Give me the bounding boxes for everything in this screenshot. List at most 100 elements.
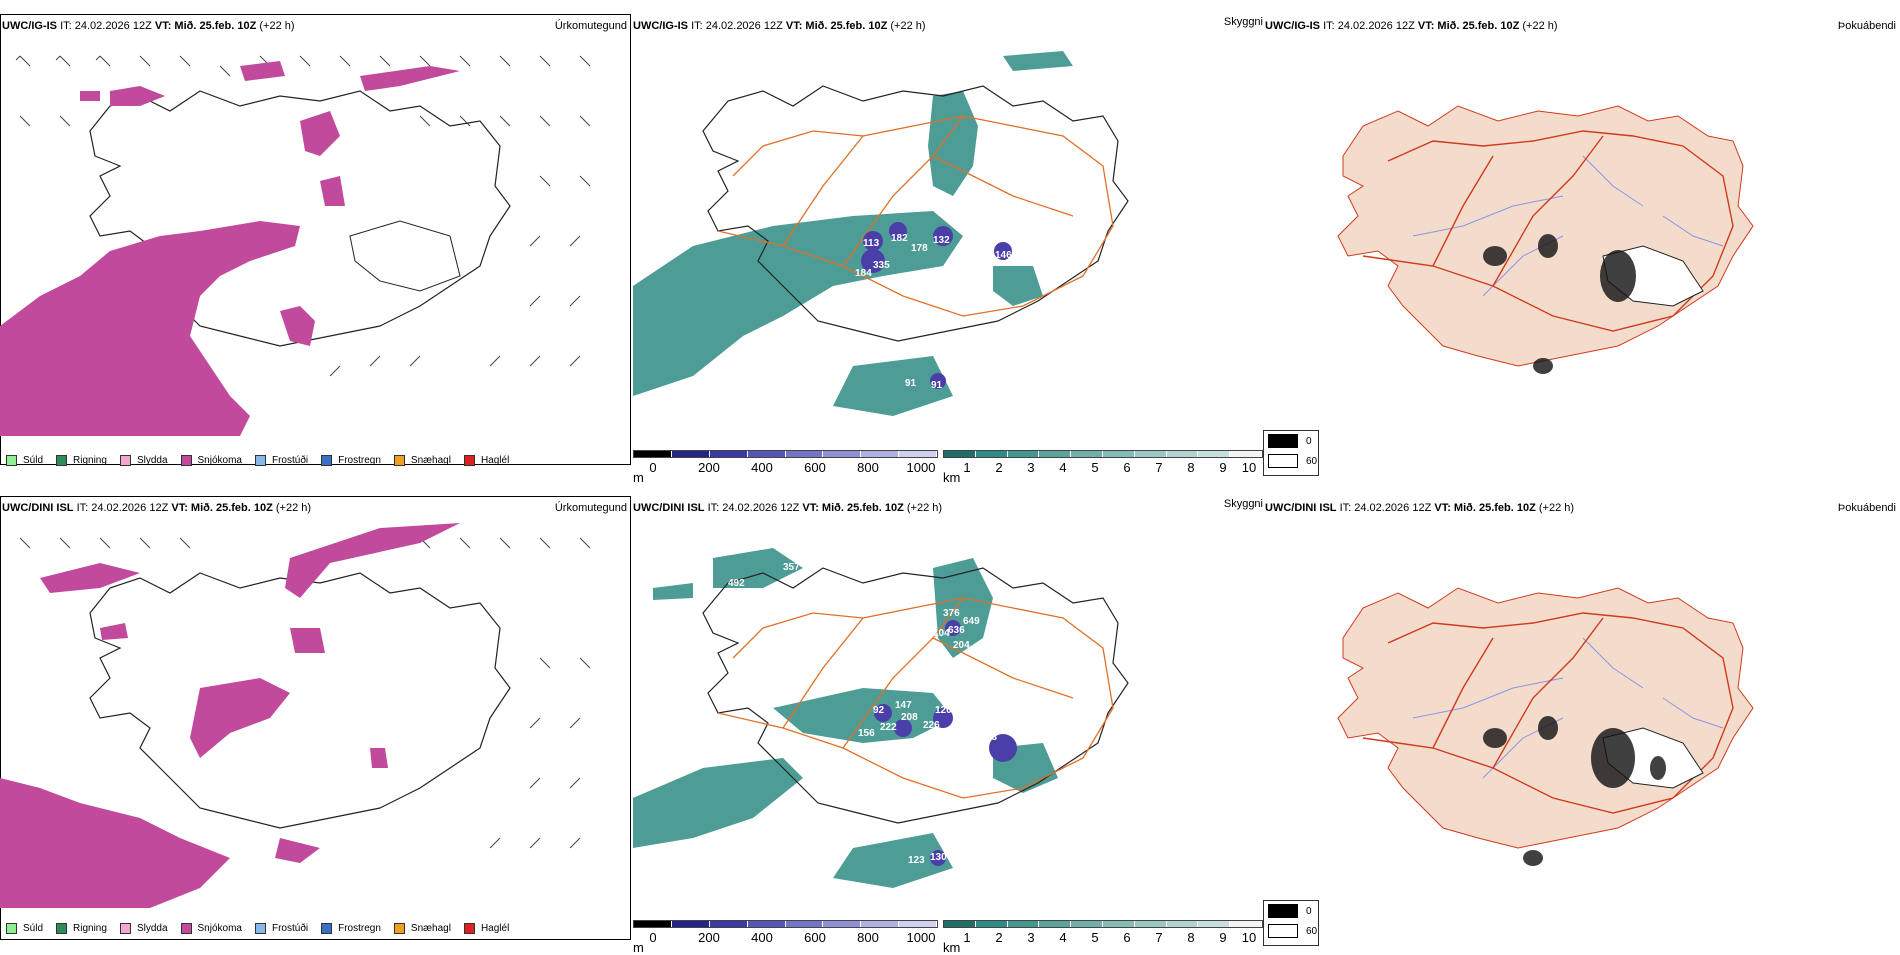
legend-swatch: [180, 923, 192, 934]
height-label: 156: [858, 728, 875, 739]
fog-areas: [1483, 234, 1636, 374]
height-label: 104: [933, 628, 950, 639]
height-label: 376: [943, 608, 960, 619]
low-visibility-areas: [633, 51, 1073, 416]
init-time: IT: 24.02.2026 12Z: [691, 20, 783, 32]
legend-item-rigning: Rigning: [56, 455, 107, 466]
height-label: 357: [783, 562, 800, 573]
legend-swatch: [321, 923, 333, 934]
panel-frame: [0, 14, 631, 465]
panel-title: Þokuábendi: [1837, 502, 1896, 514]
legend-swatch: [321, 455, 333, 466]
legend-item-snjokoma: Snjókoma: [180, 455, 242, 466]
height-label: 147: [895, 700, 912, 711]
panel-title: Skyggni: [1223, 16, 1263, 28]
legend-item-snjokoma: Snjókoma: [180, 923, 242, 934]
legend-item-snaehagl: Snæhagl: [393, 455, 451, 466]
panel-title: Þokuábendi: [1837, 20, 1896, 32]
height-label: 38: [978, 708, 990, 719]
height-label: 492: [728, 578, 745, 589]
panel-header: UWC/DINI ISL IT: 24.02.2026 12Z VT: Mið.…: [633, 502, 942, 514]
legend-item-frostregn: Frostregn: [321, 923, 381, 934]
height-label: 114: [995, 718, 1012, 729]
init-time: IT: 24.02.2026 12Z: [60, 20, 152, 32]
legend-swatch: [6, 455, 17, 466]
rivers: [1412, 155, 1724, 297]
height-label: 120: [935, 705, 952, 716]
panel-frame: [0, 496, 631, 940]
init-time: IT: 24.02.2026 12Z: [1339, 502, 1432, 514]
lead-time: (+22 h): [275, 502, 312, 514]
panel-header: UWC/IG-IS IT: 24.02.2026 12Z VT: Mið. 25…: [1265, 20, 1558, 32]
fog-index-panel: UWC/IG-IS IT: 24.02.2026 12Z VT: Mið. 25…: [1263, 10, 1900, 480]
height-scale: m 0 200 400 600 800 1000: [633, 450, 938, 485]
fog-map: [1337, 105, 1754, 374]
lead-time: (+22 h): [1522, 20, 1558, 32]
wind-barbs: [15, 55, 591, 377]
legend-item-snaehagl: Snæhagl: [393, 923, 451, 934]
height-label: 263: [963, 233, 980, 244]
init-time: IT: 24.02.2026 12Z: [707, 502, 800, 514]
glacier-outline: [349, 220, 461, 292]
model-name: UWC/DINI ISL: [1265, 502, 1337, 514]
legend-swatch: [393, 455, 405, 466]
legend-item-frostudi: Frostúði: [254, 455, 308, 466]
visibility-scale: km 1 2 3 4 5 6 7 8 9 10: [943, 920, 1263, 955]
model-name: UWC/DINI ISL: [2, 502, 74, 514]
valid-time: VT: Mið. 25.feb. 10Z: [1417, 20, 1520, 32]
legend-swatch: [1268, 924, 1298, 938]
panel-title: Úrkomutegund: [554, 20, 627, 32]
model-name: UWC/IG-IS: [633, 20, 688, 32]
legend-item-haglel: Haglél: [463, 923, 509, 934]
visibility-map: 507 113 182 178 335 184 132 263 146 91 9…: [633, 51, 1129, 416]
fog-legend: 0 60: [1263, 900, 1319, 946]
valid-time: VT: Mið. 25.feb. 10Z: [802, 502, 904, 514]
height-label: 123: [908, 855, 925, 866]
wind-barbs: [19, 537, 591, 849]
legend-item-slydda: Slydda: [119, 923, 168, 934]
precip-type-panel: UWC/IG-IS IT: 24.02.2026 12Z VT: Mið. 25…: [0, 10, 633, 480]
legend-swatch: [254, 455, 266, 466]
precip-legend: Súld Rigning Slydda Snjókoma Frostúði Fr…: [6, 923, 522, 934]
height-label: 222: [880, 722, 897, 733]
road-network: [717, 115, 1114, 317]
legend-item-sudl: Súld: [6, 455, 43, 466]
height-label: 649: [963, 616, 980, 627]
legend-swatch: [56, 923, 68, 934]
legend-swatch: [254, 923, 266, 934]
model-name: UWC/IG-IS: [1265, 20, 1320, 32]
snow-areas: [0, 61, 460, 436]
legend-swatch: [463, 923, 475, 934]
legend-swatch: [1268, 904, 1298, 918]
road-network: [1362, 130, 1734, 332]
height-label: 132: [933, 235, 950, 246]
forecast-row-1: UWC/IG-IS IT: 24.02.2026 12Z VT: Mið. 25…: [0, 10, 1900, 485]
fog-index-panel: UWC/DINI ISL IT: 24.02.2026 12Z VT: Mið.…: [1263, 492, 1900, 950]
legend-swatch: [180, 455, 192, 466]
height-labels: 357 492 376 649 636 104 204 92 147 208 2…: [728, 562, 1012, 866]
panel-header: UWC/DINI ISL IT: 24.02.2026 12Z VT: Mið.…: [2, 502, 311, 514]
lead-time: (+22 h): [906, 502, 943, 514]
legend-swatch: [463, 455, 475, 466]
legend-swatch: [119, 455, 131, 466]
height-label: 182: [891, 233, 908, 244]
panel-header: UWC/IG-IS IT: 24.02.2026 12Z VT: Mið. 25…: [2, 20, 295, 32]
visibility-panel: UWC/IG-IS IT: 24.02.2026 12Z VT: Mið. 25…: [633, 10, 1263, 485]
fog-map: [1337, 587, 1754, 866]
height-label: 113: [863, 238, 880, 249]
snow-areas: [0, 523, 460, 908]
height-label: 146: [995, 250, 1012, 261]
valid-time: VT: Mið. 25.feb. 10Z: [171, 502, 273, 514]
legend-item-sudl: Súld: [6, 923, 43, 934]
forecast-row-2: UWC/DINI ISL IT: 24.02.2026 12Z VT: Mið.…: [0, 492, 1900, 955]
panel-header: UWC/IG-IS IT: 24.02.2026 12Z VT: Mið. 25…: [633, 20, 926, 32]
fog-legend: 0 60: [1263, 430, 1319, 476]
panel-title: Úrkomutegund: [554, 502, 627, 514]
legend-item-haglel: Haglél: [463, 455, 509, 466]
precip-type-panel: UWC/DINI ISL IT: 24.02.2026 12Z VT: Mið.…: [0, 492, 633, 950]
height-scale-bar: [633, 920, 938, 928]
legend-item-frostregn: Frostregn: [321, 455, 381, 466]
lead-time: (+22 h): [1538, 502, 1575, 514]
legend-swatch: [1268, 454, 1298, 468]
valid-time: VT: Mið. 25.feb. 10Z: [785, 20, 888, 32]
